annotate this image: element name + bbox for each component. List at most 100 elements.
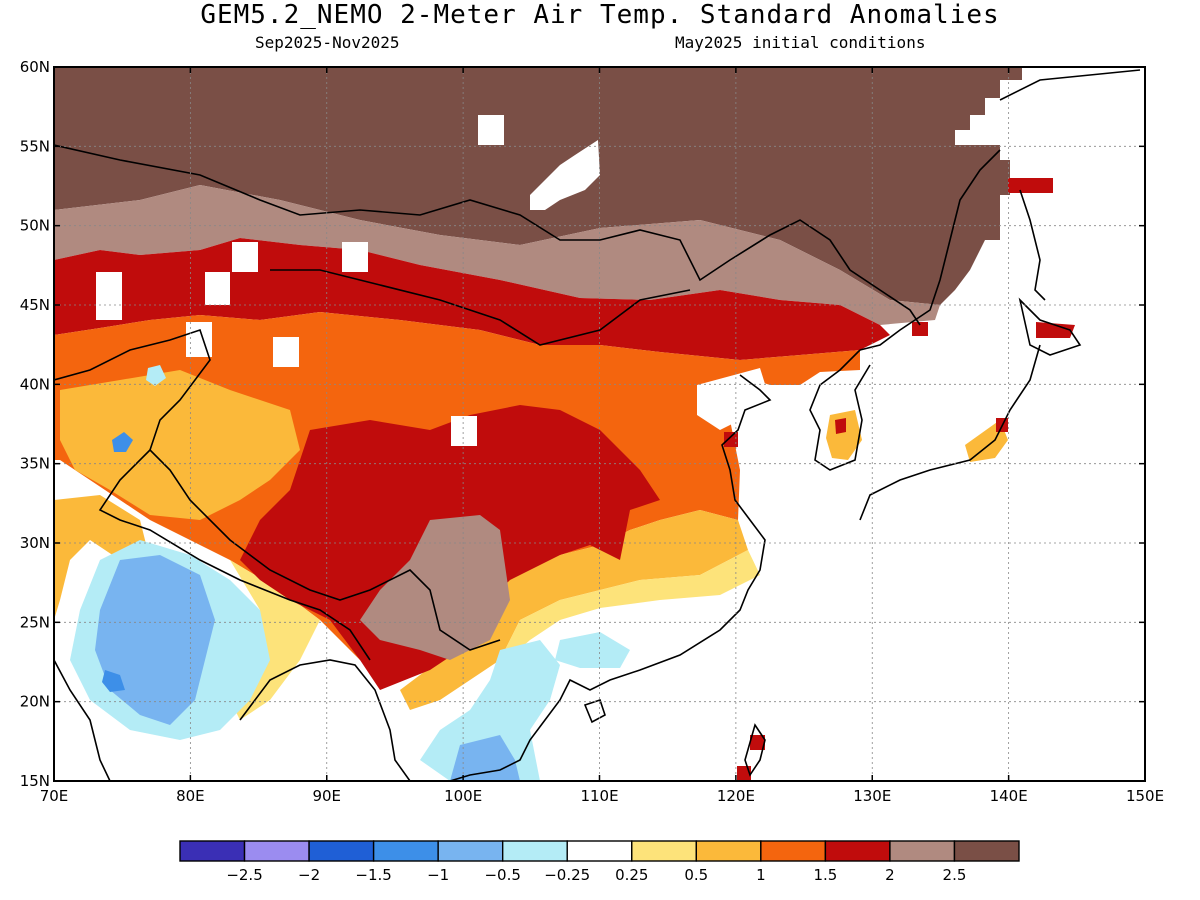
lake-mask-4 [96, 272, 122, 320]
contour-0.5-1 [60, 370, 300, 520]
coastline-hokkaido [1018, 297, 1082, 356]
border-china-west [54, 328, 501, 651]
colorbar-swatch [566, 840, 633, 862]
contour-taiwan-red [750, 735, 765, 750]
contour-shandong-red [724, 432, 738, 447]
colorbar-swatch [179, 840, 246, 862]
lake-mask-3 [232, 242, 258, 272]
colorbar-swatch [953, 840, 1020, 862]
lon-tick-label: 130E [853, 787, 891, 805]
coastlines [54, 69, 1141, 781]
contour-neg-0.5-southchina [555, 632, 630, 668]
colorbar-swatch [243, 840, 310, 862]
colorbar-label: −1.5 [355, 866, 391, 884]
colorbar-swatch [760, 840, 827, 862]
contour-0.5-1-china-south [400, 510, 748, 710]
lon-tick-labels: 70E 80E 90E 100E 110E 120E 130E 140E 150E [40, 787, 1164, 805]
coastline-india [54, 659, 111, 781]
coastline-east-asia [449, 374, 772, 781]
coastline-sakhalin [1019, 189, 1046, 301]
colorbar-swatch [889, 840, 956, 862]
colorbar-swatch [308, 840, 375, 862]
forecast-period: Sep2025-Nov2025 [255, 33, 400, 52]
gridlines [54, 67, 1145, 781]
contour-0.5-1-south [54, 495, 150, 620]
coastline-russia-east [859, 149, 1001, 351]
coastline-japan [859, 344, 1041, 521]
contour-hk-patch [912, 322, 928, 336]
colorbar-label: 2 [885, 866, 895, 884]
colorbar-swatch [437, 840, 504, 862]
contour-neg-pamir [112, 432, 133, 452]
lon-tick-label: 110E [580, 787, 618, 805]
border-russia-mongolia-china [54, 144, 921, 326]
lake-mask-8 [186, 322, 212, 357]
colorbar-swatch [824, 840, 891, 862]
lon-tick-label: 100E [444, 787, 482, 805]
lat-tick-label: 55N [20, 137, 50, 155]
colorbar [179, 840, 1020, 862]
contour-1.5-2 [54, 238, 890, 360]
tick-marks [53, 66, 1146, 782]
colorbar-label: 1 [756, 866, 766, 884]
lat-tick-label: 15N [20, 772, 50, 790]
contour-gt-2.5 [54, 67, 1022, 305]
coastline-bay-bengal [239, 659, 411, 781]
colorbar-label: 0.25 [615, 866, 648, 884]
colorbar-label: 2.5 [943, 866, 967, 884]
colorbar-label: −2 [298, 866, 320, 884]
lake-mask-6 [273, 337, 299, 367]
contour-2-2.5 [54, 185, 940, 325]
contour-sakhalin-red [1008, 178, 1053, 193]
lat-tick-label: 40N [20, 375, 50, 393]
colorbar-label: −1 [427, 866, 449, 884]
colorbar-swatch [631, 840, 698, 862]
lat-tick-label: 25N [20, 613, 50, 631]
colorbar-label: −0.25 [544, 866, 590, 884]
lake-mask-1 [478, 115, 504, 145]
lat-tick-label: 35N [20, 455, 50, 473]
coastline-korea [809, 349, 871, 471]
lat-tick-label: 60N [20, 58, 50, 76]
lake-mask-2 [342, 242, 368, 272]
lake-mask-7 [451, 416, 477, 446]
contour-neg-1.5-india [102, 670, 125, 692]
lake-mask-5 [205, 272, 230, 305]
contour-korea [826, 410, 862, 460]
contour-neg-kyrgyz [146, 365, 166, 386]
colorbar-swatch [695, 840, 762, 862]
colorbar-swatch [501, 840, 568, 862]
contour-0.25-0.5-east [500, 550, 760, 662]
lat-tick-label: 45N [20, 296, 50, 314]
anomaly-field [54, 67, 1145, 781]
colorbar-label: 1.5 [813, 866, 837, 884]
border-himalaya [98, 449, 371, 661]
lat-tick-label: 30N [20, 534, 50, 552]
initial-conditions: May2025 initial conditions [675, 33, 926, 52]
contour-neg-0.5-indochina [420, 640, 560, 781]
lon-tick-label: 140E [990, 787, 1028, 805]
lon-tick-label: 90E [312, 787, 341, 805]
colorbar-label: 0.5 [684, 866, 708, 884]
lake-mask-baikal [530, 140, 600, 210]
colorbar-swatch [372, 840, 439, 862]
lon-tick-label: 70E [40, 787, 69, 805]
contour-korea-red [835, 418, 846, 434]
contour-2-2.5-core [360, 515, 510, 660]
contour-neg-1-india [95, 555, 215, 725]
map-title: GEM5.2_NEMO 2-Meter Air Temp. Standard A… [200, 0, 1000, 30]
coastline-okhotsk [999, 69, 1141, 101]
contour-hokkaido-red [1036, 322, 1075, 338]
border-mongolia-china [270, 269, 691, 346]
lat-tick-labels: 15N 20N 25N 30N 35N 40N 45N 50N 55N 60N [20, 58, 50, 790]
colorbar-label: −2.5 [226, 866, 262, 884]
lat-tick-label: 50N [20, 217, 50, 235]
colorbar-label: −0.5 [484, 866, 520, 884]
lon-tick-label: 120E [717, 787, 755, 805]
colorbar-labels: −2.5 −2 −1.5 −1 −0.5 −0.25 0.25 0.5 1 1.5 2 2.5 [226, 866, 966, 884]
lon-tick-label: 150E [1126, 787, 1164, 805]
lon-tick-label: 80E [176, 787, 205, 805]
lat-tick-label: 20N [20, 693, 50, 711]
coastline-taiwan [744, 723, 766, 777]
